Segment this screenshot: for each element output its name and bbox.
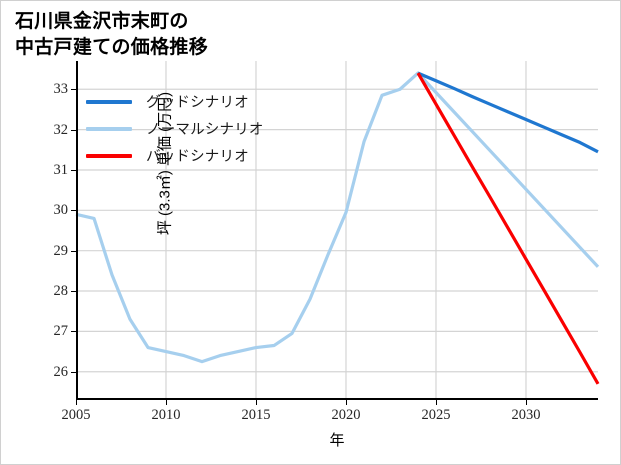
legend-swatch-normal xyxy=(86,126,132,131)
x-axis-line xyxy=(76,398,598,400)
x-tick-mark xyxy=(166,400,167,405)
y-tick-mark xyxy=(71,291,76,293)
plot-area: 26 27 28 29 30 31 32 33 2005 2010 2015 2020 2025 203… xyxy=(54,61,600,449)
legend-item-normal: ノーマルシナリオ xyxy=(86,115,316,142)
y-tick-label: 27 xyxy=(53,323,69,340)
y-axis-line xyxy=(76,61,78,400)
y-tick-label: 26 xyxy=(53,363,69,380)
y-tick-mark xyxy=(71,129,76,131)
legend-swatch-bad xyxy=(86,153,132,158)
x-axis-title: 年 xyxy=(329,432,345,449)
x-tick-label: 2015 xyxy=(241,407,271,423)
y-tick-label: 33 xyxy=(53,81,69,98)
y-tick-label: 28 xyxy=(53,283,69,300)
y-tick-mark xyxy=(71,371,76,373)
x-tick-mark xyxy=(436,400,437,405)
legend: グッドシナリオ ノーマルシナリオ バッドシナリオ xyxy=(86,88,316,169)
y-tick-mark xyxy=(71,331,76,333)
chart-canvas xyxy=(75,61,600,400)
series-line xyxy=(416,72,600,385)
legend-swatch-good xyxy=(86,99,132,104)
series-line xyxy=(417,71,599,154)
legend-label-normal: ノーマルシナリオ xyxy=(146,122,264,138)
page-title: 石川県金沢市末町の 中古戸建ての価格推移 xyxy=(15,11,209,58)
legend-item-good: グッドシナリオ xyxy=(86,88,316,115)
y-tick-mark xyxy=(71,250,76,252)
y-tick-label: 32 xyxy=(53,121,69,138)
x-tick-label: 2020 xyxy=(331,407,361,423)
x-tick-mark xyxy=(76,400,77,405)
x-tick-mark xyxy=(346,400,347,405)
x-tick-label: 2025 xyxy=(421,407,451,423)
y-tick-label: 29 xyxy=(53,242,69,259)
series-line xyxy=(75,71,600,364)
x-tick-label: 2010 xyxy=(151,407,181,423)
x-tick-label: 2005 xyxy=(61,407,91,423)
y-tick-label: 30 xyxy=(53,202,69,219)
legend-item-bad: バッドシナリオ xyxy=(86,142,316,169)
y-tick-mark xyxy=(71,210,76,212)
y-tick-label: 31 xyxy=(53,161,69,178)
legend-label-good: グッドシナリオ xyxy=(146,95,249,111)
x-tick-mark xyxy=(526,400,527,405)
legend-label-bad: バッドシナリオ xyxy=(146,149,249,165)
y-tick-mark xyxy=(71,169,76,171)
y-tick-mark xyxy=(71,89,76,91)
x-tick-mark xyxy=(256,400,257,405)
x-tick-label: 2030 xyxy=(511,407,541,423)
